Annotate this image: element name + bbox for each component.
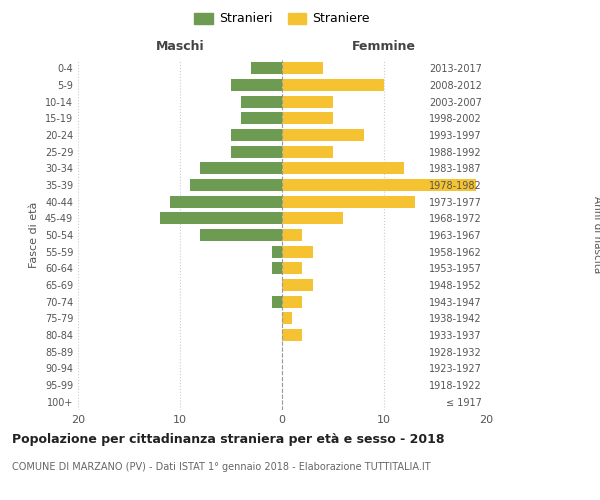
Bar [170,196,282,207]
Bar [231,146,282,158]
Bar [282,212,343,224]
Text: COMUNE DI MARZANO (PV) - Dati ISTAT 1° gennaio 2018 - Elaborazione TUTTITALIA.IT: COMUNE DI MARZANO (PV) - Dati ISTAT 1° g… [12,462,431,472]
Bar [282,96,333,108]
Bar [200,162,282,174]
Text: Popolazione per cittadinanza straniera per età e sesso - 2018: Popolazione per cittadinanza straniera p… [12,432,445,446]
Bar [282,262,302,274]
Bar [282,246,313,258]
Bar [241,96,282,108]
Bar [272,296,282,308]
Bar [272,246,282,258]
Bar [282,179,476,191]
Y-axis label: Fasce di età: Fasce di età [29,202,39,268]
Text: Maschi: Maschi [155,40,205,52]
Bar [282,62,323,74]
Bar [282,112,333,124]
Bar [241,112,282,124]
Bar [231,79,282,91]
Bar [251,62,282,74]
Bar [282,279,313,291]
Bar [282,196,415,207]
Bar [282,296,302,308]
Bar [282,312,292,324]
Bar [282,79,384,91]
Bar [282,229,302,241]
Text: Anni di nascita: Anni di nascita [592,196,600,274]
Bar [160,212,282,224]
Bar [231,129,282,141]
Legend: Stranieri, Straniere: Stranieri, Straniere [190,8,374,29]
Bar [282,329,302,341]
Bar [282,146,333,158]
Text: Femmine: Femmine [352,40,416,52]
Bar [190,179,282,191]
Bar [282,162,404,174]
Bar [282,129,364,141]
Bar [272,262,282,274]
Bar [200,229,282,241]
